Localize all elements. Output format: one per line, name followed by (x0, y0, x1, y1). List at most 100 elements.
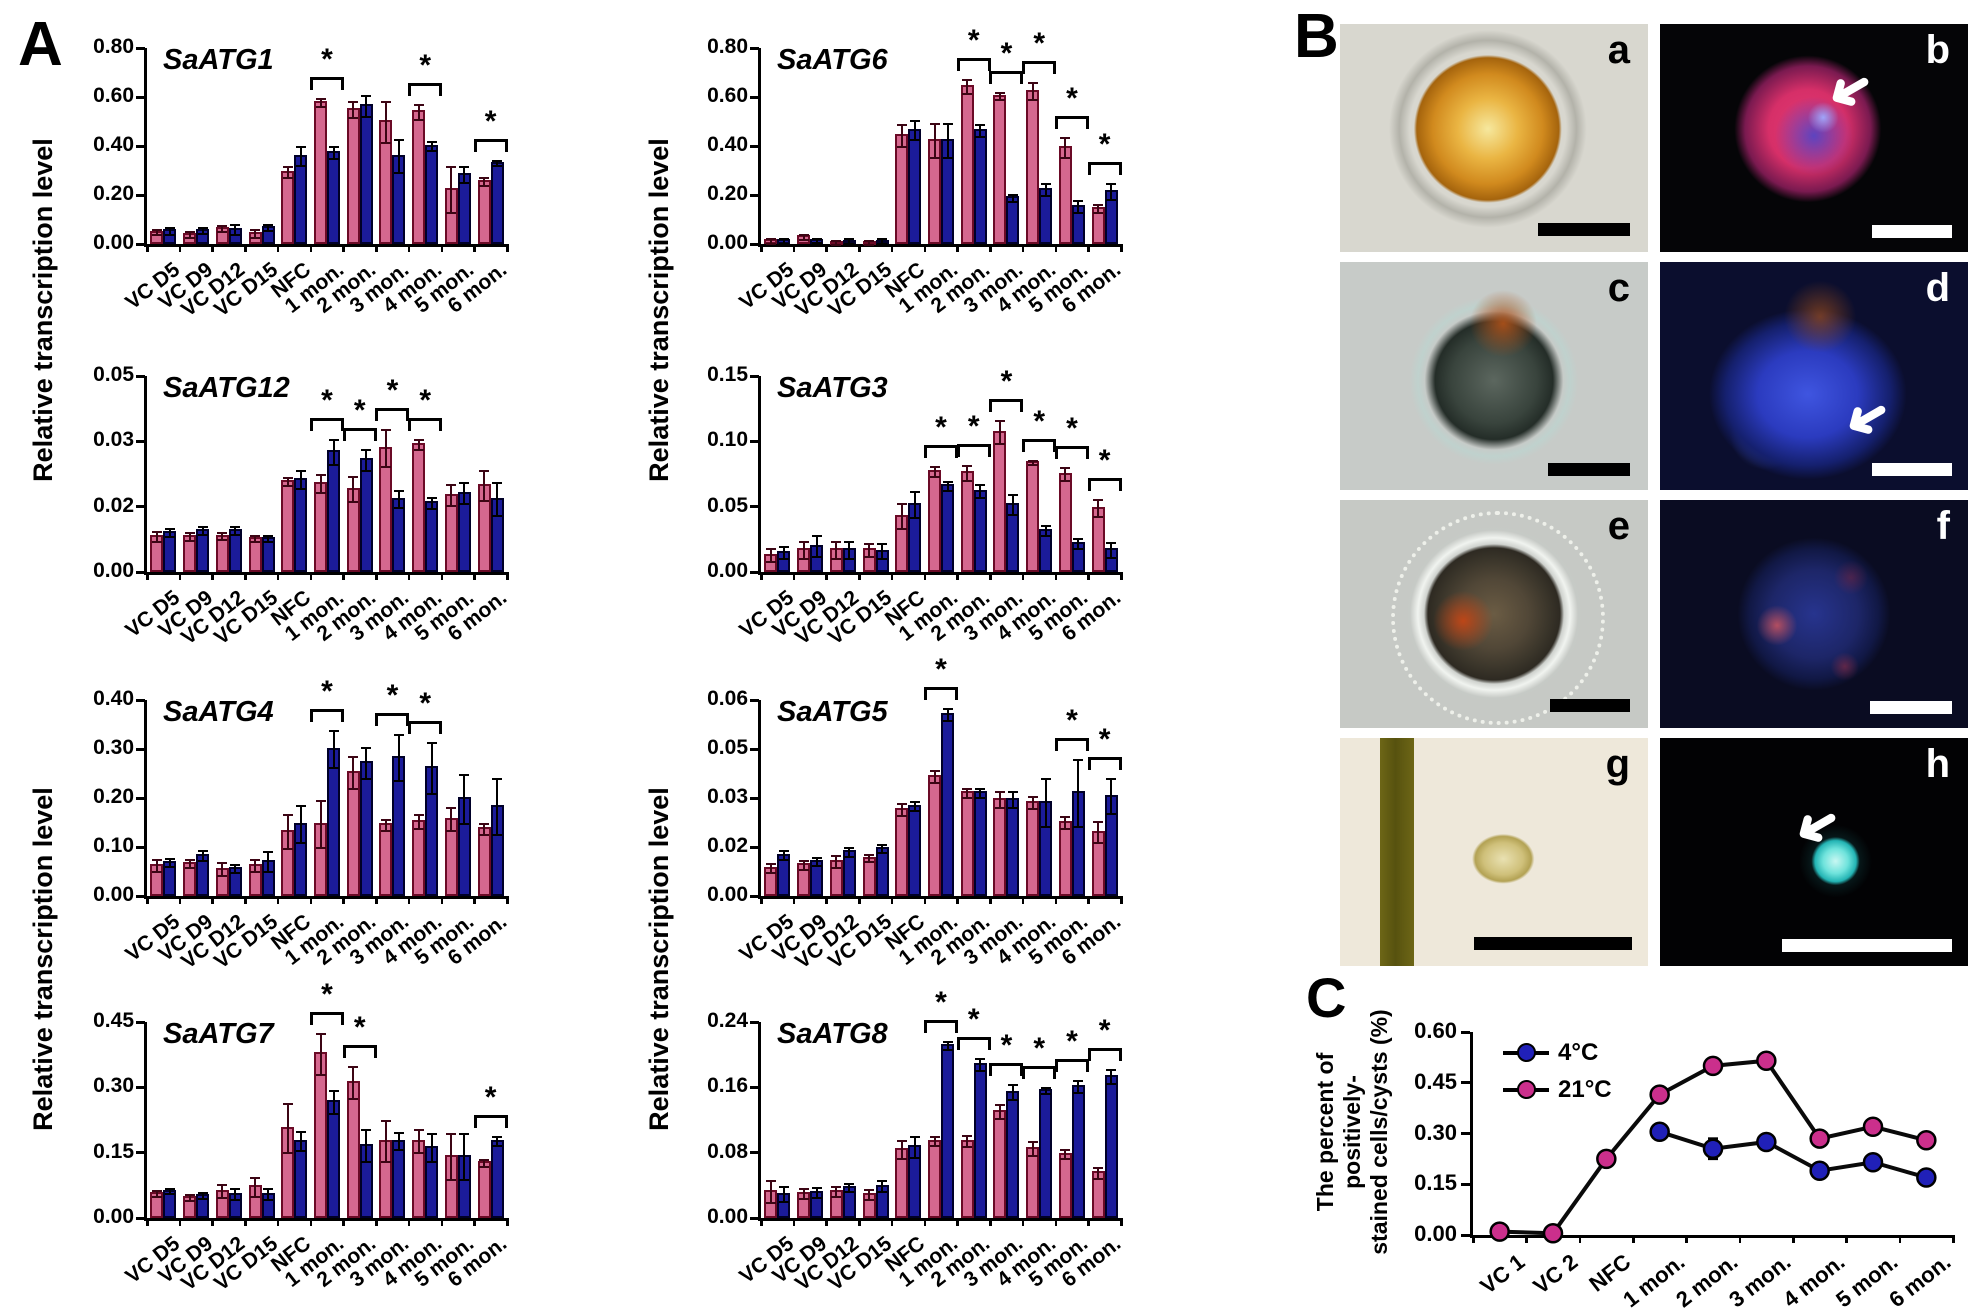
significance-bracket (989, 1063, 1024, 1077)
error-bar (151, 530, 162, 543)
x-tick-mark (211, 896, 214, 904)
bar-pink (314, 100, 327, 244)
x-tick-mark (858, 572, 861, 580)
error-bar (844, 540, 855, 561)
y-tick-mark (136, 1151, 145, 1155)
y-tick-mark (136, 747, 145, 751)
error-bar (263, 534, 274, 543)
bar-chart-SaATG8: SaATG8 0.00 0.08 0.16 0.24 VC D5 VC D9 VC D12 VC… (672, 987, 1232, 1308)
x-tick-mark (146, 572, 149, 580)
error-bar (315, 1032, 326, 1077)
error-bar (798, 1187, 809, 1200)
panel-a-label: A (18, 10, 63, 79)
x-tick-mark (825, 572, 828, 580)
bar-pink (993, 798, 1007, 896)
y-tick-mark (136, 845, 145, 849)
error-bar (380, 1120, 391, 1164)
significance-asterisk: * (1098, 1014, 1111, 1048)
bar-blue (1039, 1088, 1053, 1218)
panel-c-label: C (1306, 966, 1347, 1029)
error-bar (1106, 1069, 1117, 1085)
micrograph-label: a (1607, 28, 1630, 72)
significance-bracket (1054, 737, 1089, 751)
bar-pink (895, 807, 909, 896)
error-bar (877, 238, 888, 245)
error-bar (492, 1136, 503, 1148)
x-tick-mark (858, 244, 861, 252)
significance-bracket (408, 417, 443, 431)
error-bar (844, 847, 855, 858)
significance-asterisk: * (419, 686, 432, 720)
x-tick-mark (146, 1218, 149, 1226)
x-tick-mark (473, 244, 476, 252)
bar-blue (1006, 1090, 1020, 1218)
error-bar (1060, 137, 1071, 159)
error-bar (962, 788, 973, 799)
legend-item: 21°C (1503, 1071, 1612, 1108)
bar-pink (477, 827, 491, 896)
x-tick-mark (792, 1218, 796, 1226)
x-tick-mark (309, 572, 313, 580)
x-tick-mark (440, 572, 444, 580)
spiny-rim (1391, 511, 1605, 725)
y-tick-mark (1461, 1182, 1470, 1186)
error-bar (230, 1188, 241, 1202)
y-tick-mark (750, 193, 759, 197)
y-tick-mark (136, 193, 145, 197)
significance-bracket (342, 1044, 377, 1058)
x-tick-mark (858, 1218, 861, 1226)
y-tick-label: 0.00 (93, 1205, 134, 1228)
micrograph-f: f (1660, 500, 1968, 728)
error-bar (864, 543, 875, 558)
y-tick-label: 0.30 (93, 1074, 134, 1098)
y-tick-mark (1461, 1132, 1470, 1135)
error-bar (877, 844, 888, 854)
bar-pink (412, 110, 426, 244)
bar-chart-SaATG6: SaATG6 0.00 0.20 0.40 0.60 0.80 VC D5 VC D9 VC D… (672, 14, 1232, 334)
x-tick-mark (923, 572, 927, 580)
data-point-21°C (1542, 1223, 1564, 1244)
x-tick-mark (1792, 1235, 1795, 1243)
error-bar (295, 146, 306, 168)
significance-asterisk: * (1066, 703, 1078, 737)
y-tick-label: 0.10 (93, 834, 134, 857)
bar-pink (281, 170, 295, 244)
error-bar (459, 1133, 470, 1181)
chart-title: SaATG8 (777, 1018, 888, 1050)
micrograph-label: f (1936, 504, 1950, 548)
legend-label: 21°C (1558, 1075, 1612, 1103)
error-bar (295, 1130, 306, 1153)
x-tick-mark (146, 244, 149, 252)
x-tick-mark (858, 896, 861, 904)
error-bar (929, 122, 940, 159)
y-axis-label: Relative transcription level (28, 787, 58, 1131)
micrograph-label: b (1925, 28, 1950, 72)
plot-area: SaATG3 0.00 0.05 0.10 0.15 VC D5 VC D9 VC D12 VC… (707, 363, 1125, 649)
y-tick-mark (750, 144, 759, 148)
significance-asterisk: * (321, 977, 333, 1011)
y-tick-label: 0.00 (1414, 1221, 1457, 1246)
y-tick-label: 0.60 (93, 84, 134, 107)
micrograph-label: h (1925, 742, 1950, 786)
y-tick-mark (136, 1216, 145, 1220)
error-bar (230, 863, 241, 874)
error-bar (962, 464, 973, 482)
x-tick-mark (440, 244, 444, 252)
y-tick-mark (750, 1085, 759, 1089)
error-bar (184, 858, 195, 869)
x-tick-mark (792, 244, 796, 252)
y-tick-label: 0.00 (93, 559, 134, 582)
bar-blue (941, 1044, 954, 1218)
legend-item: 4°C (1503, 1034, 1612, 1071)
error-bar (994, 791, 1005, 809)
error-bar (426, 741, 437, 795)
significance-bracket (1087, 477, 1122, 491)
x-tick-mark (178, 572, 182, 580)
error-bar (811, 1186, 822, 1200)
y-tick-label: 0.00 (707, 559, 748, 582)
significance-asterisk: * (967, 409, 980, 443)
error-bar (1027, 1141, 1038, 1157)
error-bar (1093, 204, 1104, 215)
error-bar (295, 805, 306, 844)
